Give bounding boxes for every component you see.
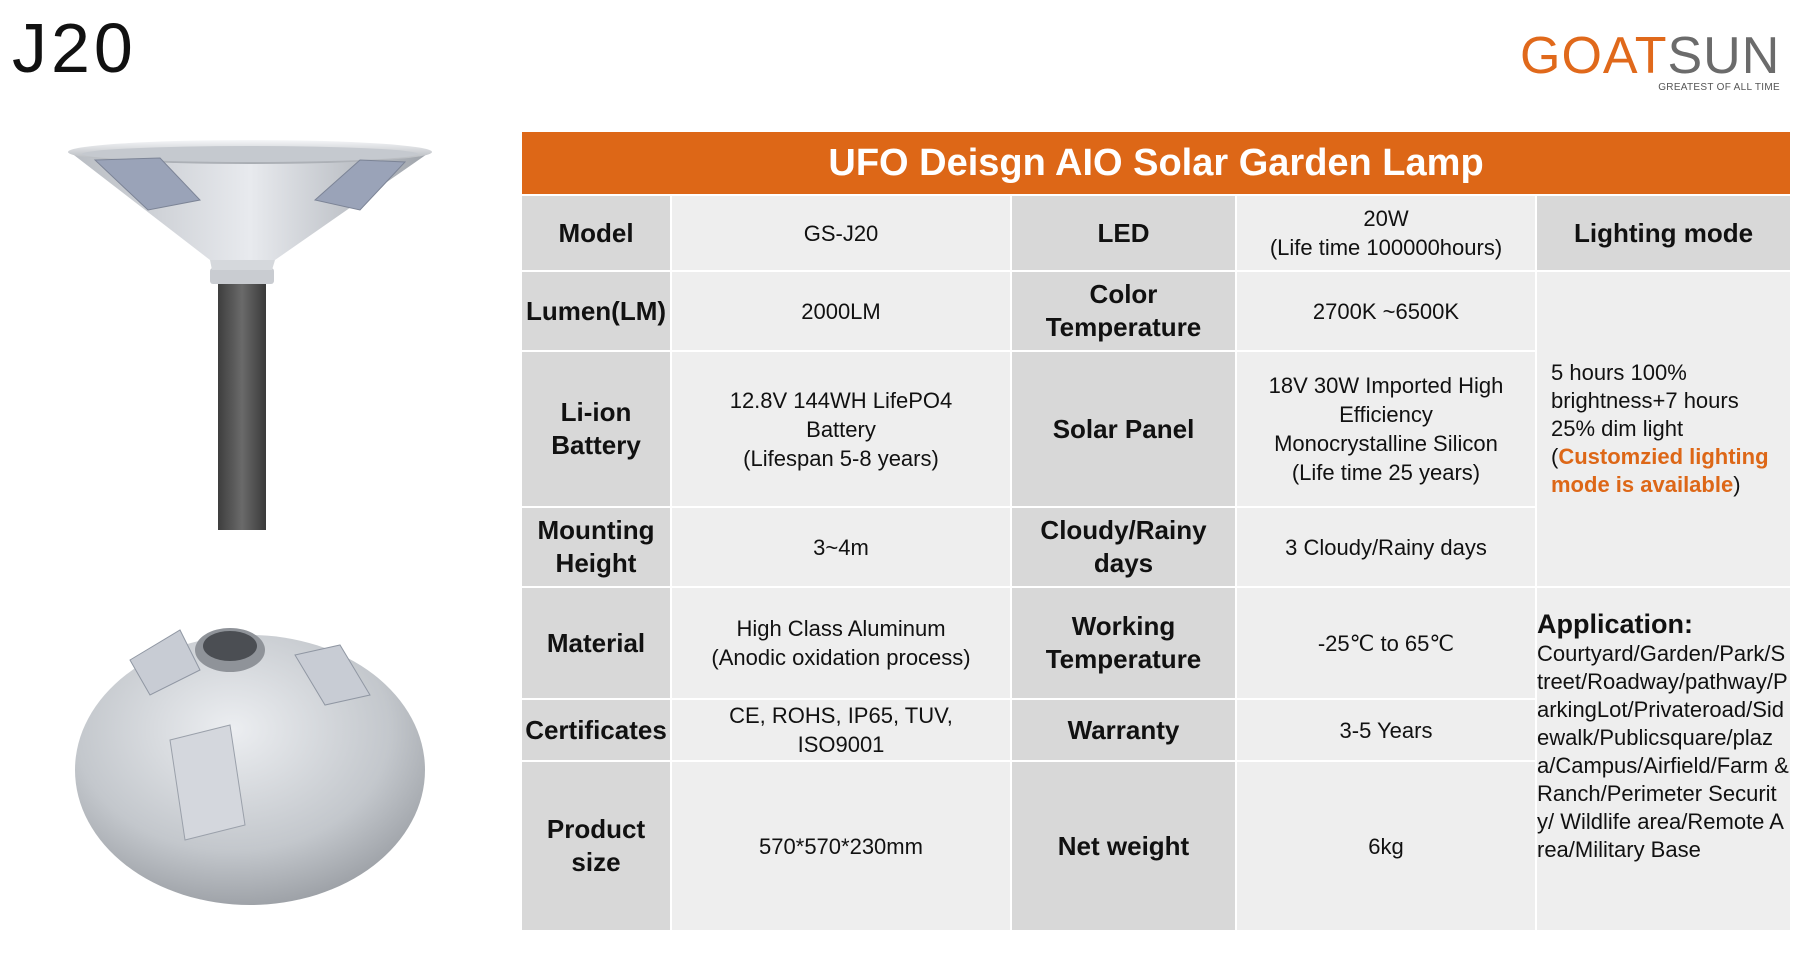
label-model: Model: [520, 194, 672, 272]
value-lumen: 2000LM: [670, 270, 1012, 352]
value-battery-line3: (Lifespan 5-8 years): [743, 445, 939, 471]
label-battery: Li-ion Battery: [520, 350, 672, 508]
logo-at: AT: [1602, 27, 1668, 85]
brand-logo: GOATSUN GREATEST OF ALL TIME: [1520, 28, 1780, 98]
logo-go: GO: [1520, 27, 1603, 85]
value-battery: 12.8V 144WH LifePO4 Battery (Lifespan 5-…: [670, 350, 1012, 508]
label-material: Material: [520, 586, 672, 700]
value-led-line1: 20W: [1363, 206, 1409, 231]
logo-sun: SUN: [1667, 27, 1781, 85]
label-cloudy-days: Cloudy/Rainy days: [1010, 506, 1237, 588]
value-battery-line2: Battery: [806, 416, 876, 442]
value-product-size: 570*570*230mm: [670, 760, 1012, 932]
value-material: High Class Aluminum (Anodic oxidation pr…: [670, 586, 1012, 700]
value-solar-line3: Monocrystalline Silicon: [1274, 431, 1498, 456]
label-warranty: Warranty: [1010, 698, 1237, 762]
label-led: LED: [1010, 194, 1237, 272]
value-material-line2: (Anodic oxidation process): [711, 645, 971, 670]
logo-tagline: GREATEST OF ALL TIME: [1658, 82, 1780, 93]
label-product-size: Product size: [520, 760, 672, 932]
label-lumen: Lumen(LM): [520, 270, 672, 352]
value-cloudy-days: 3 Cloudy/Rainy days: [1235, 506, 1537, 588]
value-led: 20W (Life time 100000hours): [1235, 194, 1537, 272]
lighting-mode-highlight: Customzied lighting mode is available: [1551, 444, 1769, 497]
value-solar-line1: 18V 30W Imported High: [1268, 373, 1504, 398]
spec-table: UFO Deisgn AIO Solar Garden Lamp Model G…: [519, 130, 1793, 932]
value-net-weight: 6kg: [1235, 760, 1537, 932]
lighting-mode-description: 5 hours 100% brightness+7 hours 25% dim …: [1534, 270, 1793, 588]
value-certificates-line2: ISO9001: [797, 732, 885, 757]
value-certificates: CE, ROHS, IP65, TUV, ISO9001: [670, 698, 1012, 762]
lighting-mode-text: 5 hours 100% brightness+7 hours 25% dim …: [1551, 360, 1739, 469]
table-title: UFO Deisgn AIO Solar Garden Lamp: [519, 130, 1793, 196]
label-lighting-mode: Lighting mode: [1534, 194, 1793, 272]
lamp-top-view-image: [75, 628, 425, 905]
value-battery-line1: 12.8V 144WH LifePO4: [729, 387, 953, 413]
product-code: J20: [12, 9, 137, 87]
value-working-temperature: -25℃ to 65℃: [1235, 586, 1537, 700]
application-title: Application:: [1537, 609, 1693, 639]
logo-wordmark: GOATSUN: [1520, 28, 1780, 84]
value-certificates-line1: CE, ROHS, IP65, TUV,: [729, 703, 953, 728]
value-led-line2: (Life time 100000hours): [1269, 235, 1503, 260]
application-cell: Application: Courtyard/Garden/Park/Stree…: [1534, 586, 1793, 932]
lighting-mode-text-end: ): [1733, 472, 1741, 497]
label-mounting-height: Mounting Height: [520, 506, 672, 588]
label-certificates: Certificates: [520, 698, 672, 762]
label-net-weight: Net weight: [1010, 760, 1237, 932]
value-solar-line4: (Life time 25 years): [1291, 460, 1481, 485]
label-solar-panel: Solar Panel: [1010, 350, 1237, 508]
value-color-temperature: 2700K ~6500K: [1235, 270, 1537, 352]
value-solar-panel: 18V 30W Imported High Efficiency Monocry…: [1235, 350, 1537, 508]
lamp-side-view-image: [68, 140, 432, 530]
value-warranty: 3-5 Years: [1235, 698, 1537, 762]
value-material-line1: High Class Aluminum: [736, 616, 946, 641]
label-color-temperature: Color Temperature: [1010, 270, 1237, 352]
value-model: GS-J20: [670, 194, 1012, 272]
application-text: Courtyard/Garden/Park/Street/Roadway/pat…: [1537, 641, 1789, 862]
label-working-temperature: Working Temperature: [1010, 586, 1237, 700]
value-mounting-height: 3~4m: [670, 506, 1012, 588]
value-solar-line2: Efficiency: [1339, 402, 1433, 427]
